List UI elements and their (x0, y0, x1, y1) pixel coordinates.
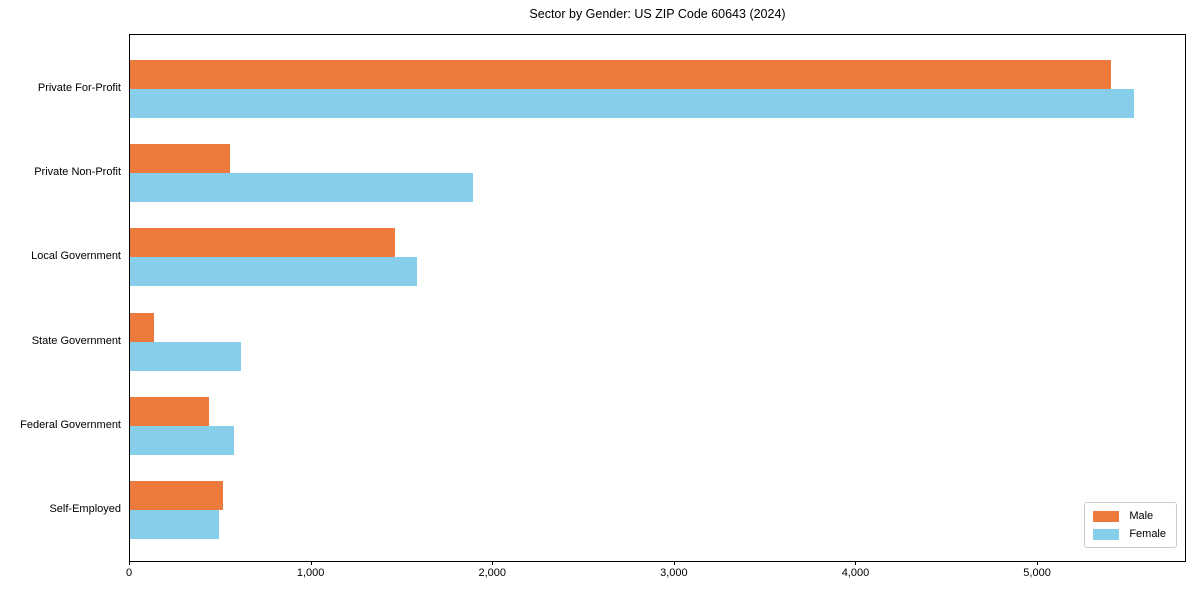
bar-female-5 (130, 425, 234, 455)
legend: Male Female (1084, 502, 1177, 548)
bar-male-1 (130, 60, 1111, 89)
bar-female-6 (130, 510, 219, 539)
x-tick-mark (129, 561, 130, 565)
bar-female-2 (130, 173, 473, 203)
x-tick-label: 2,000 (478, 567, 506, 579)
x-tick-mark (492, 561, 494, 565)
plot-area: Male Female (129, 34, 1186, 562)
x-tick-label: 4,000 (841, 567, 870, 579)
y-tick-label: Local Government (31, 250, 121, 263)
legend-swatch-male (1093, 510, 1120, 522)
y-tick-label: Self-Employed (49, 503, 121, 515)
bar-female-4 (130, 341, 241, 371)
bar-male-3 (130, 228, 395, 258)
y-tick-label: Federal Government (20, 418, 121, 431)
x-tick-label: 0 (125, 567, 133, 579)
bar-female-1 (130, 89, 1134, 118)
legend-label-female: Female (1129, 528, 1166, 540)
bar-female-3 (130, 257, 417, 287)
legend-swatch-female (1093, 528, 1120, 540)
x-tick-mark (855, 561, 857, 565)
legend-label-male: Male (1129, 510, 1154, 522)
legend-entry-female: Female (1093, 528, 1166, 540)
bar-male-2 (130, 144, 230, 174)
bar-male-6 (130, 481, 223, 510)
legend-entry-male: Male (1093, 510, 1166, 522)
y-tick-label: Private Non-Profit (34, 166, 121, 179)
x-tick-mark (310, 561, 312, 565)
x-tick-label: 5,000 (1023, 567, 1051, 579)
y-tick-label: State Government (31, 334, 121, 347)
y-tick-label: Private For-Profit (37, 82, 121, 94)
x-tick-label: 3,000 (660, 567, 688, 579)
bar-male-4 (130, 312, 154, 342)
bar-male-5 (130, 396, 209, 426)
chart-title: Sector by Gender: US ZIP Code 60643 (202… (529, 7, 786, 21)
x-tick-mark (1037, 561, 1039, 565)
x-tick-mark (673, 561, 675, 565)
x-tick-label: 1,000 (296, 567, 325, 579)
